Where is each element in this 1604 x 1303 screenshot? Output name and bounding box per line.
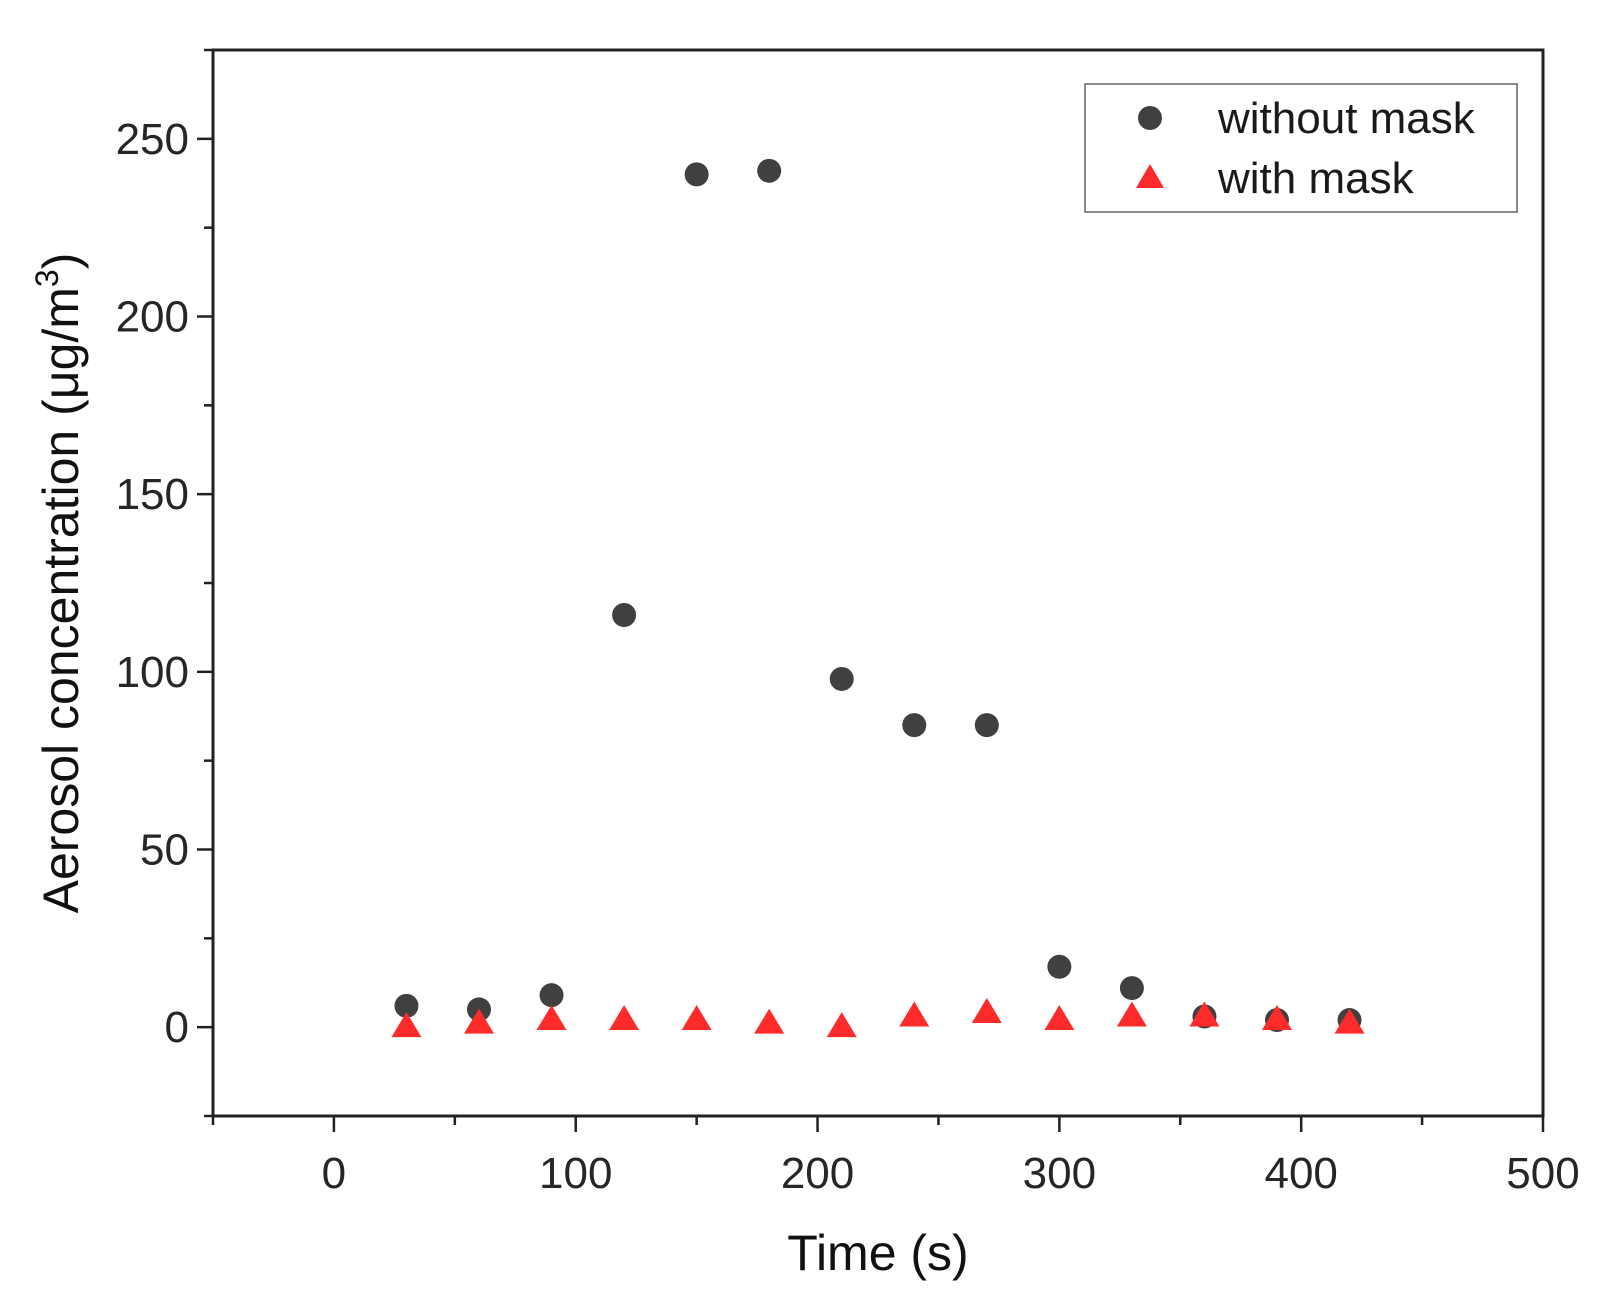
- legend-label-without-mask: without mask: [1217, 94, 1476, 143]
- point-without-mask: [539, 983, 564, 1008]
- y-axis-title-close: ): [33, 253, 89, 270]
- y-tick-label: 0: [165, 1003, 189, 1052]
- y-axis-title-superscript: 3: [29, 269, 65, 287]
- point-without-mask: [684, 162, 709, 187]
- y-tick-label: 250: [116, 115, 189, 164]
- data-points: [391, 158, 1365, 1038]
- y-tick-label: 100: [116, 648, 189, 697]
- y-axis-title: Aerosol concentration (μg/m3): [29, 253, 89, 914]
- point-without-mask: [829, 666, 854, 691]
- legend-box: [1084, 83, 1518, 213]
- legend-marker-without-mask: [1138, 106, 1162, 130]
- legend-label-with-mask: with mask: [1217, 154, 1415, 203]
- point-with-mask: [1189, 1001, 1220, 1027]
- point-with-mask: [826, 1012, 857, 1038]
- point-with-mask: [1044, 1005, 1075, 1031]
- point-with-mask: [971, 997, 1002, 1023]
- x-axis-title: Time (s): [787, 1225, 968, 1281]
- x-tick-label: 200: [781, 1149, 854, 1198]
- plot-frame: [211, 48, 1545, 1118]
- point-with-mask: [609, 1005, 640, 1031]
- point-with-mask: [681, 1005, 712, 1031]
- point-with-mask: [1116, 1001, 1147, 1027]
- x-tick-label: 500: [1506, 1149, 1579, 1198]
- point-with-mask: [536, 1005, 567, 1031]
- point-without-mask: [612, 602, 637, 627]
- point-with-mask: [464, 1008, 494, 1034]
- point-without-mask: [394, 993, 419, 1018]
- x-tick-label: 100: [539, 1149, 612, 1198]
- legend: without mask with mask: [1084, 83, 1518, 213]
- legend-marker-with-mask: [1136, 164, 1164, 188]
- point-with-mask: [754, 1008, 785, 1034]
- point-with-mask: [391, 1012, 422, 1038]
- point-with-mask: [899, 1001, 930, 1027]
- tick-labels: 0 100 200 300 400 500 0 50 100 150 200 250: [116, 115, 1580, 1198]
- point-without-mask: [757, 158, 782, 183]
- point-without-mask: [1119, 976, 1144, 1001]
- point-without-mask: [1047, 954, 1072, 979]
- y-tick-label: 150: [116, 470, 189, 519]
- point-without-mask: [902, 713, 927, 738]
- x-tick-label: 400: [1264, 1149, 1337, 1198]
- y-tick-label: 50: [140, 826, 189, 875]
- x-tick-label: 0: [322, 1149, 346, 1198]
- point-without-mask: [974, 713, 999, 738]
- y-tick-label: 200: [116, 293, 189, 342]
- point-with-mask: [1334, 1008, 1365, 1034]
- x-tick-label: 300: [1023, 1149, 1096, 1198]
- point-with-mask: [1262, 1005, 1292, 1031]
- y-axis-title-main: Aerosol concentration (μg/m: [33, 287, 89, 913]
